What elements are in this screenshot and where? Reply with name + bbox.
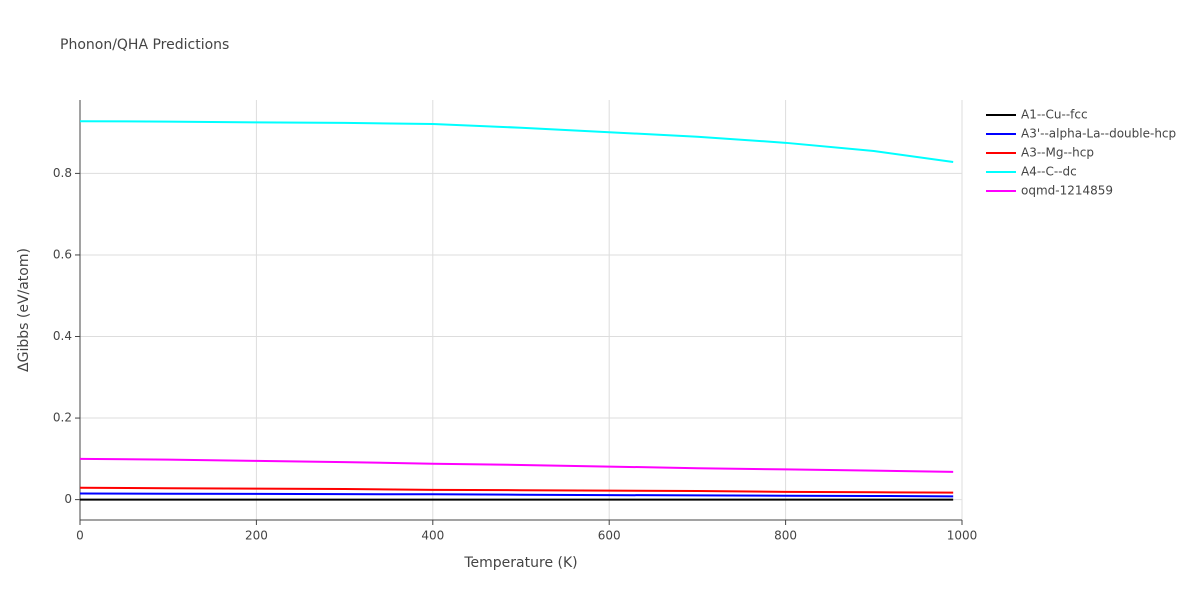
- x-tick-label: 800: [774, 529, 797, 543]
- x-tick-label: 1000: [947, 529, 978, 543]
- y-axis-title: ΔGibbs (eV/atom): [16, 248, 32, 372]
- y-tick-label: 0.2: [53, 411, 72, 425]
- x-tick-label: 600: [598, 529, 621, 543]
- series-line: [79, 120, 954, 163]
- legend-label: oqmd-1214859: [1021, 184, 1113, 198]
- y-tick-label: 0.8: [53, 166, 72, 180]
- chart-title: Phonon/QHA Predictions: [60, 37, 229, 53]
- x-tick-label: 0: [76, 529, 84, 543]
- y-tick-label: 0.6: [53, 247, 72, 261]
- series-line: [79, 492, 954, 498]
- legend-label: A3--Mg--hcp: [1021, 146, 1094, 160]
- legend-label: A1--Cu--fcc: [1021, 108, 1088, 122]
- x-axis-title: Temperature (K): [463, 555, 577, 571]
- x-tick-label: 400: [421, 529, 444, 543]
- y-tick-label: 0.4: [53, 329, 72, 343]
- series-line: [79, 457, 954, 473]
- series-line: [79, 486, 954, 494]
- legend-label: A3'--alpha-La--double-hcp: [1021, 127, 1176, 141]
- x-tick-label: 200: [245, 529, 268, 543]
- y-tick-label: 0: [64, 492, 72, 506]
- legend-label: A4--C--dc: [1021, 165, 1077, 179]
